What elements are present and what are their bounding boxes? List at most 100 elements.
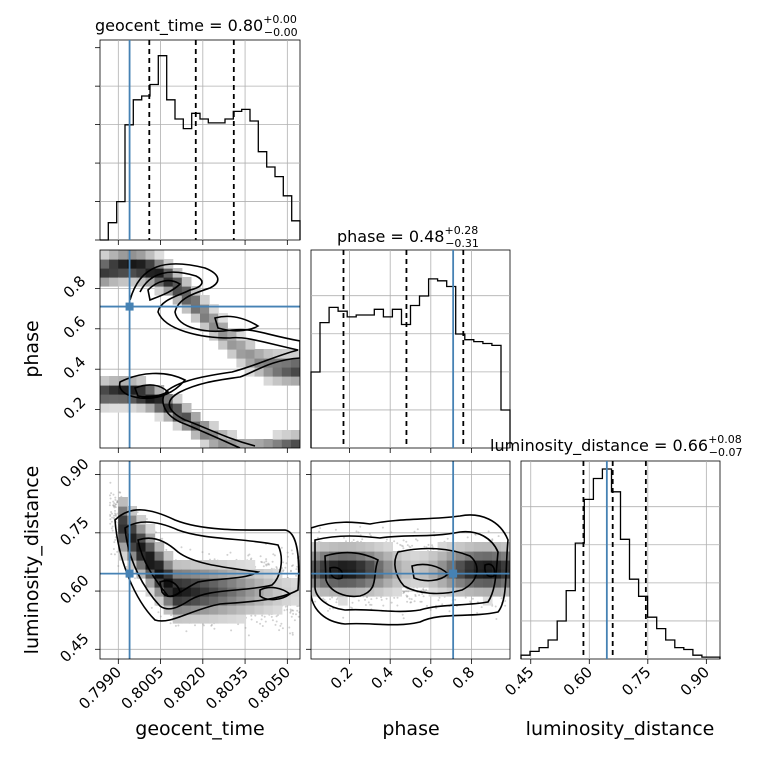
- scatter-point: [277, 454, 279, 456]
- truth-layer: [100, 40, 608, 659]
- scatter-point: [288, 450, 290, 452]
- scatter-point: [110, 553, 113, 556]
- scatter-point: [419, 600, 422, 603]
- scatter-point: [429, 609, 432, 611]
- density-cell: [118, 506, 128, 516]
- density-cell: [200, 295, 210, 305]
- scatter-point: [290, 569, 292, 572]
- density-cell: [136, 524, 147, 534]
- scatter-point: [271, 619, 274, 622]
- scatter-point: [177, 624, 180, 627]
- density-cell: [356, 551, 366, 561]
- density-cell: [127, 268, 137, 278]
- density-cell: [428, 578, 439, 588]
- scatter-point: [446, 537, 449, 540]
- scatter-point: [414, 593, 417, 596]
- scatter-point: [380, 598, 383, 601]
- density-cell: [209, 578, 219, 588]
- scatter-point: [335, 598, 338, 601]
- scatter-point: [112, 504, 115, 507]
- density-cell: [263, 439, 274, 448]
- density-cell: [338, 560, 348, 570]
- scatter-point: [281, 627, 284, 630]
- density-cell: [464, 587, 475, 597]
- scatter-point: [194, 624, 196, 627]
- density-cell: [437, 551, 448, 561]
- scatter-point: [111, 516, 114, 519]
- scatter-point: [406, 600, 409, 603]
- scatter-point: [275, 620, 278, 623]
- density-cell: [190, 614, 201, 624]
- scatter-point: [272, 450, 274, 452]
- density-cell: [263, 578, 274, 588]
- density-cell: [254, 349, 265, 359]
- density-cell: [428, 560, 439, 570]
- density-cell: [200, 304, 210, 314]
- scatter-point: [405, 590, 408, 593]
- scatter-point: [134, 577, 136, 580]
- scatter-point: [279, 624, 282, 627]
- scatter-point: [265, 558, 268, 561]
- density-cell: [145, 551, 156, 561]
- scatter-point: [411, 544, 414, 547]
- density-cell: [109, 403, 119, 413]
- density-cell: [163, 560, 174, 570]
- density-cell: [281, 376, 292, 386]
- density-cell: [172, 605, 183, 615]
- density-cell: [181, 596, 192, 606]
- density-cell: [455, 578, 466, 588]
- y-tick-label: 0.8: [60, 272, 90, 302]
- scatter-point: [116, 550, 119, 553]
- scatter-point: [119, 491, 122, 494]
- scatter-point: [282, 569, 285, 572]
- scatter-point: [234, 450, 236, 452]
- scatter-point: [269, 450, 271, 452]
- x-tick-label: 0.2: [327, 663, 357, 693]
- scatter-point: [116, 499, 119, 502]
- density-cell: [329, 587, 339, 597]
- scatter-point: [250, 557, 253, 560]
- scatter-point: [423, 545, 426, 548]
- density-cell: [338, 596, 348, 606]
- scatter-point: [170, 614, 173, 617]
- density-cell: [209, 596, 219, 606]
- scatter-point: [420, 589, 423, 592]
- scatter-point: [375, 597, 378, 600]
- scatter-point: [335, 601, 338, 604]
- scatter-point: [292, 609, 295, 612]
- density-cell: [272, 596, 283, 606]
- density-cell: [236, 340, 247, 350]
- density-cell: [154, 596, 165, 606]
- scatter-point: [296, 609, 299, 612]
- density-cell: [482, 587, 493, 597]
- density-cell: [163, 412, 174, 422]
- density-cell: [163, 403, 174, 413]
- scatter-point: [259, 449, 261, 451]
- scatter-point: [286, 551, 289, 554]
- scatter-point: [283, 609, 286, 612]
- scatter-point: [367, 601, 370, 604]
- scatter-point: [242, 452, 244, 454]
- density-cell: [227, 614, 237, 624]
- histogram-phase: [310, 278, 511, 448]
- density-cell: [118, 268, 128, 278]
- scatter-point: [185, 630, 188, 633]
- scatter-point: [448, 610, 451, 613]
- scatter-point: [464, 596, 467, 599]
- scatter-point: [113, 553, 116, 556]
- density-cell: [254, 605, 265, 615]
- scatter-point: [210, 624, 213, 627]
- density-cell: [118, 524, 128, 534]
- scatter-point: [262, 565, 265, 568]
- scatter-point: [159, 615, 162, 618]
- scatter-point: [406, 595, 409, 598]
- density-cell: [491, 542, 502, 552]
- scatter-point: [114, 506, 117, 509]
- density-cell: [209, 322, 219, 332]
- scatter-point: [289, 610, 292, 613]
- density-cell: [190, 605, 201, 615]
- density-cell: [145, 560, 156, 570]
- density-cell: [118, 533, 128, 543]
- density-cell: [163, 578, 174, 588]
- x-tick-label: 0.75: [618, 663, 654, 699]
